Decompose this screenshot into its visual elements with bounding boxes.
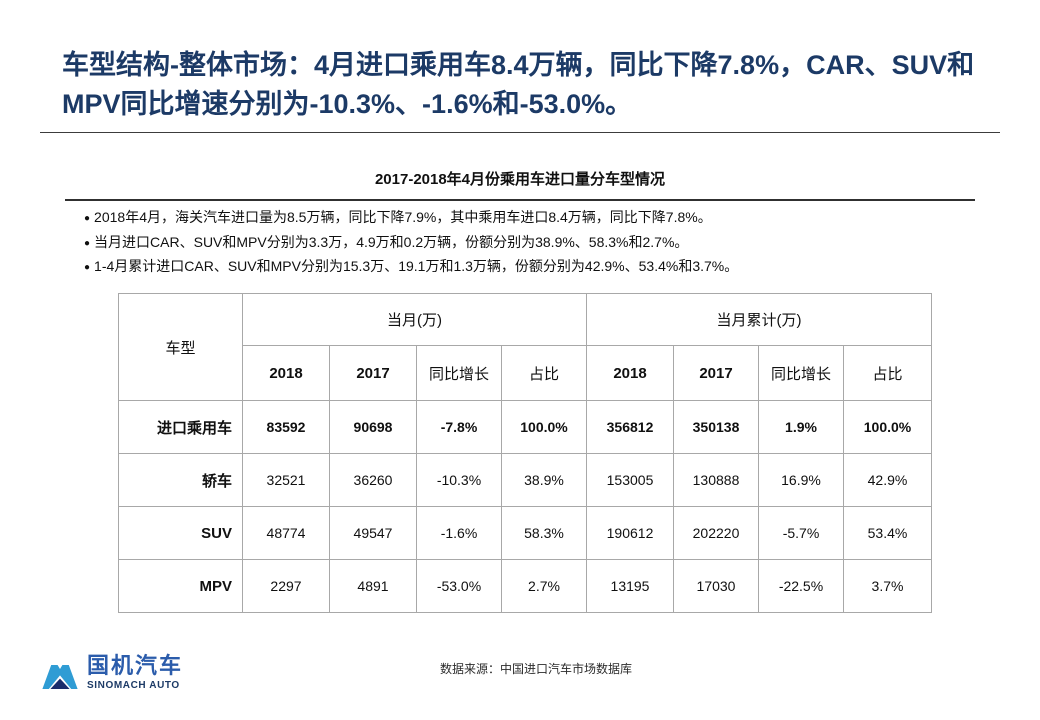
title-divider [40, 132, 1000, 133]
section-divider [65, 199, 975, 201]
column-header-vehicle-type: 车型 [118, 293, 243, 401]
bullet-icon: ● [84, 213, 91, 224]
table-cell: 32521 [242, 453, 330, 507]
table-cell: -53.0% [416, 559, 502, 613]
import-volume-table-container: 车型 当月(万) 当月累计(万) 2018 2017 同比增长 占比 2018 … [118, 293, 932, 613]
table-cell: 83592 [242, 400, 330, 454]
table-cell: 3.7% [843, 559, 932, 613]
group-header-monthly: 当月(万) [242, 293, 587, 346]
table-cell: 48774 [242, 506, 330, 560]
table-cell: 356812 [586, 400, 674, 454]
column-header-2017-monthly: 2017 [329, 345, 417, 401]
table-cell: 42.9% [843, 453, 932, 507]
group-header-cumulative: 当月累计(万) [586, 293, 932, 346]
table-cell: 153005 [586, 453, 674, 507]
table-cell: 130888 [673, 453, 759, 507]
table-cell: -22.5% [758, 559, 844, 613]
column-header-2018-monthly: 2018 [242, 345, 330, 401]
column-header-yoy-monthly: 同比增长 [416, 345, 502, 401]
table-cell: 90698 [329, 400, 417, 454]
bullet-item: ● 1-4月累计进口CAR、SUV和MPV分别为15.3万、19.1万和1.3万辆… [84, 255, 994, 280]
table-cell: 100.0% [501, 400, 587, 454]
table-cell: 38.9% [501, 453, 587, 507]
table-cell: 4891 [329, 559, 417, 613]
table-cell: 49547 [329, 506, 417, 560]
table-cell: 2297 [242, 559, 330, 613]
table-cell: 13195 [586, 559, 674, 613]
table-row-imported-passenger-cars: 进口乘用车 83592 90698 -7.8% 100.0% 356812 35… [118, 400, 932, 454]
table-cell: 16.9% [758, 453, 844, 507]
table-cell: -1.6% [416, 506, 502, 560]
bullet-list: ● 2018年4月，海关汽车进口量为8.5万辆，同比下降7.9%，其中乘用车进口8… [84, 206, 994, 280]
table-cell: 1.9% [758, 400, 844, 454]
logo-text-block: 国机汽车 SINOMACH AUTO [87, 653, 183, 691]
logo-english-name: SINOMACH AUTO [87, 680, 180, 691]
bullet-text: 当月进口CAR、SUV和MPV分别为3.3万，4.9万和0.2万辆，份额分别为3… [94, 233, 689, 250]
column-header-share-monthly: 占比 [501, 345, 587, 401]
bullet-text: 1-4月累计进口CAR、SUV和MPV分别为15.3万、19.1万和1.3万辆，… [94, 258, 739, 274]
bullet-text: 2018年4月，海关汽车进口量为8.5万辆，同比下降7.9%，其中乘用车进口8.… [94, 209, 712, 225]
page-title: 车型结构-整体市场：4月进口乘用车8.4万辆，同比下降7.8%，CAR、SUV和… [62, 50, 975, 119]
row-label: 进口乘用车 [118, 400, 243, 454]
row-label: MPV [118, 559, 243, 613]
bullet-item: ● 2018年4月，海关汽车进口量为8.5万辆，同比下降7.9%，其中乘用车进口8… [84, 206, 994, 231]
table-row-suv: SUV 48774 49547 -1.6% 58.3% 190612 20222… [118, 506, 932, 560]
table-cell: 100.0% [843, 400, 932, 454]
table-cell: 58.3% [501, 506, 587, 560]
mountain-logo-icon [42, 665, 78, 689]
bullet-item: ● 当月进口CAR、SUV和MPV分别为3.3万，4.9万和0.2万辆，份额分别为… [84, 231, 994, 256]
table-cell: 53.4% [843, 506, 932, 560]
table-cell: -7.8% [416, 400, 502, 454]
table-cell: 350138 [673, 400, 759, 454]
column-header-yoy-cumulative: 同比增长 [758, 345, 844, 401]
bullet-icon: ● [84, 262, 91, 273]
column-header-2017-cumulative: 2017 [673, 345, 759, 401]
data-source-note: 数据来源：中国进口汽车市场数据库 [439, 662, 632, 676]
sinomach-logo: 国机汽车 SINOMACH AUTO [40, 653, 183, 697]
bullet-icon: ● [84, 237, 91, 249]
table-cell: 2.7% [501, 559, 587, 613]
table-cell: -5.7% [758, 506, 844, 560]
table-row-sedan: 轿车 32521 36260 -10.3% 38.9% 153005 13088… [118, 453, 932, 507]
table-cell: 190612 [586, 506, 674, 560]
section-title: 2017-2018年4月份乘用车进口量分车型情况 [374, 171, 666, 188]
row-label: SUV [118, 506, 243, 560]
table-cell: -10.3% [416, 453, 502, 507]
table-row-mpv: MPV 2297 4891 -53.0% 2.7% 13195 17030 -2… [118, 559, 932, 613]
logo-chinese-name: 国机汽车 [87, 653, 184, 678]
column-header-2018-cumulative: 2018 [586, 345, 674, 401]
column-header-share-cumulative: 占比 [843, 345, 932, 401]
row-label: 轿车 [118, 453, 243, 507]
table-cell: 202220 [673, 506, 759, 560]
table-cell: 36260 [329, 453, 417, 507]
import-volume-table: 车型 当月(万) 当月累计(万) 2018 2017 同比增长 占比 2018 … [118, 293, 932, 613]
table-cell: 17030 [673, 559, 759, 613]
